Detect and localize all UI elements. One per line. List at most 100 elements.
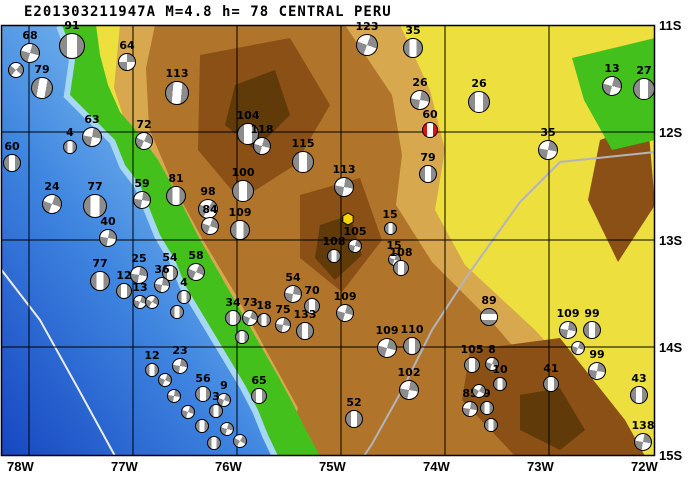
- event-depth-label: 41: [543, 362, 559, 375]
- focal-mechanism-beachball: [63, 140, 77, 154]
- focal-mechanism-beachball: [464, 357, 480, 373]
- focal-mechanism-beachball: [80, 125, 104, 149]
- lat-tick-label: 15S: [659, 448, 683, 463]
- event-depth-label: 118: [250, 123, 274, 136]
- event-depth-label: 110: [400, 323, 424, 336]
- focal-mechanism-beachball: [232, 180, 254, 202]
- focal-mechanism-beachball: [116, 283, 132, 299]
- event-depth-label: 12: [144, 349, 160, 362]
- event-depth-label: 25: [131, 252, 147, 265]
- focal-mechanism-beachball: [393, 260, 409, 276]
- map-frame: [0, 24, 656, 457]
- focal-mechanism-beachball: [493, 377, 507, 391]
- lon-tick-label: 76W: [215, 459, 242, 474]
- event-depth-label: 105: [343, 225, 367, 238]
- focal-mechanism-beachball: [403, 38, 423, 58]
- focal-mechanism-beachball: [403, 337, 421, 355]
- event-depth-label: 4: [66, 126, 74, 139]
- station-hexagon-marker: [342, 212, 354, 226]
- event-depth-label: 109: [228, 206, 252, 219]
- focal-mechanism-beachball: [327, 249, 341, 263]
- event-depth-label: 79: [34, 63, 50, 76]
- event-depth-label: 77: [87, 180, 103, 193]
- focal-mechanism-beachball: [179, 403, 197, 421]
- event-depth-label: 113: [165, 67, 189, 80]
- focal-mechanism-beachball: [333, 301, 357, 325]
- focal-mechanism-beachball: [209, 404, 223, 418]
- event-depth-label: 123: [355, 20, 379, 33]
- event-depth-label: 133: [293, 308, 317, 321]
- event-depth-label: 18: [256, 299, 272, 312]
- event-depth-label: 13: [604, 62, 620, 75]
- focal-mechanism-beachball: [59, 33, 85, 59]
- focal-mechanism-beachball: [230, 431, 250, 451]
- focal-mechanism-beachball: [118, 53, 136, 71]
- focal-mechanism-beachball: [460, 399, 480, 419]
- focal-mechanism-beachball: [345, 410, 363, 428]
- focal-mechanism-beachball: [273, 315, 293, 335]
- focal-mechanism-beachball: [332, 175, 356, 199]
- focal-mechanism-beachball: [145, 363, 159, 377]
- ridge-darkest: [315, 215, 362, 280]
- event-depth-label: 81: [168, 172, 184, 185]
- event-depth-label: 54: [285, 271, 301, 284]
- focal-mechanism-beachball: [586, 360, 608, 382]
- focal-mechanism-beachball: [352, 30, 382, 60]
- focal-mechanism-beachball: [207, 436, 221, 450]
- event-depth-label: 109: [556, 307, 580, 320]
- focal-mechanism-beachball: [170, 305, 184, 319]
- focal-mechanism-beachball: [536, 138, 560, 162]
- focal-mechanism-beachball: [633, 78, 655, 100]
- event-depth-label: 72: [136, 118, 152, 131]
- event-depth-label: 89: [481, 294, 497, 307]
- focal-mechanism-beachball: [383, 221, 397, 235]
- event-depth-label: 3: [212, 390, 220, 403]
- focal-mechanism-beachball: [480, 308, 498, 326]
- lon-tick-label: 73W: [527, 459, 554, 474]
- event-depth-label: 115: [291, 137, 315, 150]
- focal-mechanism-beachball: [569, 339, 587, 357]
- lon-tick-label: 75W: [319, 459, 346, 474]
- event-depth-label: 15: [386, 238, 402, 252]
- lon-tick-label: 72W: [631, 459, 658, 474]
- focal-mechanism-beachball: [90, 271, 110, 291]
- lat-tick-label: 12S: [659, 125, 683, 140]
- event-depth-label: 8: [488, 343, 496, 356]
- event-depth-label: 108: [322, 235, 346, 248]
- focal-mechanism-beachball: [484, 418, 498, 432]
- event-depth-label: 35: [405, 24, 421, 37]
- focal-mechanism-beachball: [282, 283, 304, 305]
- focal-mechanism-beachball: [419, 165, 437, 183]
- event-depth-label: 104: [236, 109, 260, 122]
- event-depth-label: 98: [200, 185, 216, 198]
- focal-mechanism-beachball: [177, 290, 191, 304]
- event-depth-label: 113: [332, 163, 356, 176]
- event-depth-label: 73: [242, 296, 258, 309]
- focal-mechanism-beachball: [583, 321, 601, 339]
- event-depth-label: 84: [202, 203, 218, 216]
- focal-mechanism-beachball: [346, 237, 364, 255]
- focal-mechanism-beachball: [132, 129, 156, 153]
- lat-tick-label: 13S: [659, 233, 683, 248]
- event-depth-label: 77: [92, 257, 108, 270]
- focal-mechanism-beachball: [195, 419, 209, 433]
- focal-mechanism-beachball: [230, 220, 250, 240]
- event-depth-label: 91: [64, 19, 80, 32]
- focal-mechanism-beachball: [218, 420, 236, 438]
- lat-tick-label: 11S: [659, 18, 682, 33]
- event-depth-label: 54: [162, 251, 178, 264]
- event-depth-label: 9: [220, 379, 228, 392]
- event-depth-label: 56: [195, 372, 211, 385]
- event-depth-label: 10: [492, 363, 508, 376]
- lon-tick-label: 78W: [7, 459, 34, 474]
- event-depth-label: 138: [631, 419, 655, 432]
- event-depth-label: 52: [346, 396, 362, 409]
- event-depth-label: 109: [375, 324, 399, 337]
- focal-mechanism-beachball: [3, 154, 21, 172]
- event-depth-label: 27: [636, 64, 652, 77]
- boundary-line: [363, 151, 655, 456]
- event-depth-label: 26: [412, 76, 428, 89]
- focal-mechanism-beachball: [163, 79, 191, 107]
- event-depth-label: 13: [132, 281, 148, 294]
